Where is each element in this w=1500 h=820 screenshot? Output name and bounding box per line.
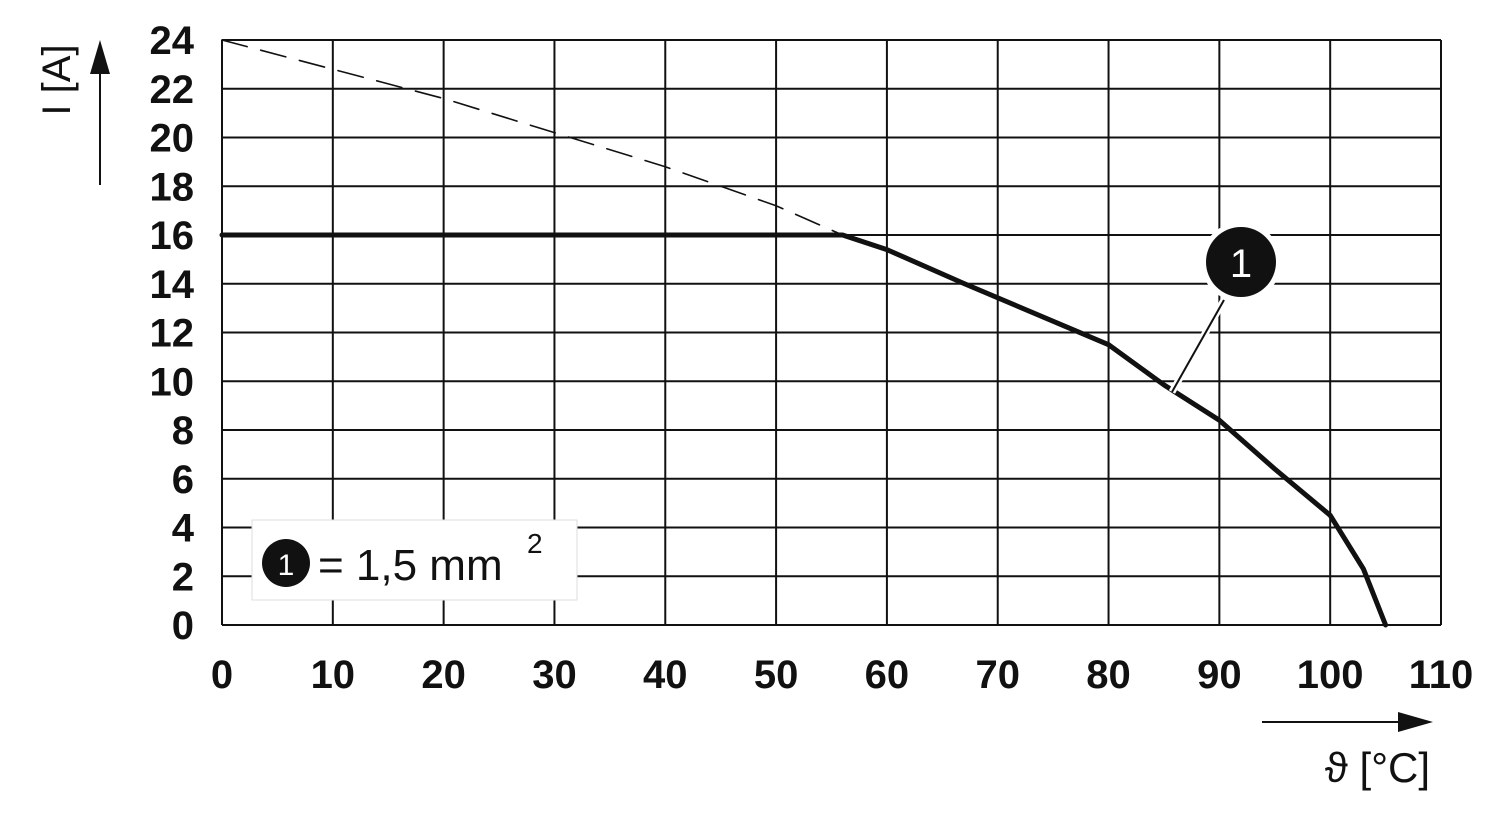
y-tick-label: 14 xyxy=(150,263,195,307)
legend-text: = 1,5 mm xyxy=(318,541,503,590)
y-tick-label: 4 xyxy=(172,507,195,551)
y-tick-label: 2 xyxy=(172,555,194,599)
x-tick-label: 10 xyxy=(311,653,356,697)
x-axis-arrowhead xyxy=(1398,712,1433,732)
y-axis-label: I [A] xyxy=(35,44,79,115)
legend-superscript: 2 xyxy=(527,528,543,559)
y-tick-label: 0 xyxy=(172,604,194,648)
y-tick-label: 16 xyxy=(150,214,195,258)
x-tick-label: 90 xyxy=(1197,653,1242,697)
x-tick-label: 80 xyxy=(1086,653,1131,697)
x-tick-label: 40 xyxy=(643,653,688,697)
y-tick-label: 22 xyxy=(150,68,195,112)
legend-marker xyxy=(262,539,310,587)
x-axis-label: ϑ [°C] xyxy=(1325,744,1430,791)
y-tick-label: 24 xyxy=(150,19,195,63)
y-tick-label: 8 xyxy=(172,409,194,453)
x-tick-label: 70 xyxy=(975,653,1020,697)
x-tick-label: 30 xyxy=(532,653,577,697)
callout-marker xyxy=(1206,227,1276,297)
y-tick-label: 20 xyxy=(150,117,195,161)
x-tick-label: 50 xyxy=(754,653,799,697)
x-tick-label: 0 xyxy=(211,653,233,697)
x-tick-label: 60 xyxy=(865,653,910,697)
series-line xyxy=(219,232,1389,628)
y-tick-label: 18 xyxy=(150,165,195,209)
x-tick-label: 110 xyxy=(1409,653,1474,697)
callout-leader xyxy=(1171,299,1225,393)
y-tick-label: 6 xyxy=(172,458,194,502)
legend-marker-label: 1 xyxy=(278,549,295,582)
y-tick-label: 10 xyxy=(150,360,195,404)
x-tick-label: 20 xyxy=(421,653,466,697)
x-tick-label: 100 xyxy=(1297,653,1364,697)
series-line xyxy=(221,39,844,236)
callout-label: 1 xyxy=(1230,242,1252,286)
y-axis-arrowhead xyxy=(90,40,110,74)
y-tick-label: 12 xyxy=(150,312,195,356)
